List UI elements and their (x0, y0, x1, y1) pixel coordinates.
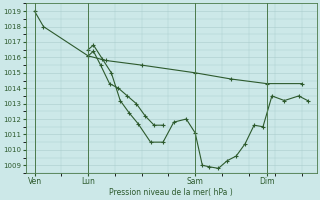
X-axis label: Pression niveau de la mer( hPa ): Pression niveau de la mer( hPa ) (109, 188, 233, 197)
